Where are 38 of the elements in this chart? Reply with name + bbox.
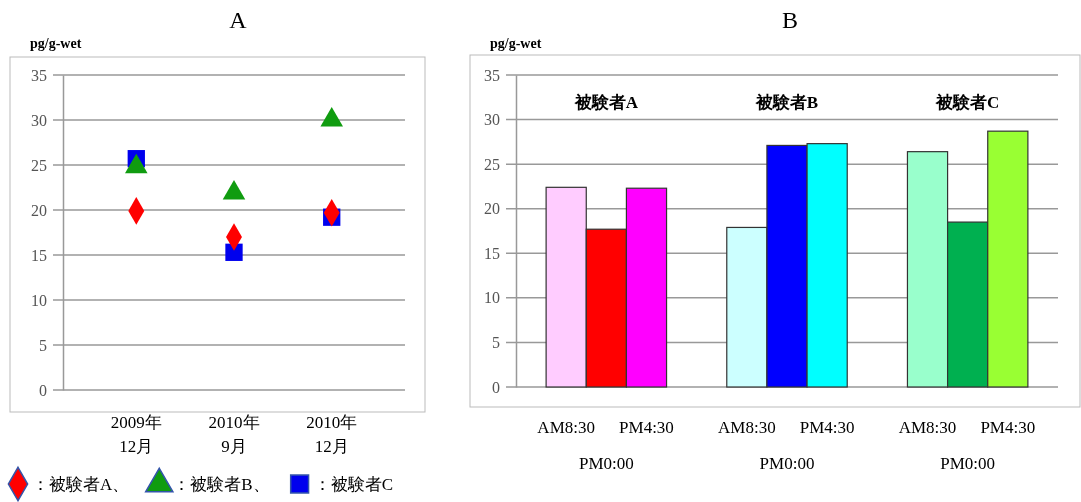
annotation: 被験者A	[573, 93, 639, 112]
y-tick-label: 15	[31, 246, 47, 264]
y-tick-label: 30	[484, 111, 500, 129]
x-tick-label: 2010年 9月	[208, 413, 260, 456]
y-tick-label: 5	[39, 336, 47, 354]
x-tick-label: PM4:30	[799, 418, 855, 437]
y-tick-label: 0	[492, 378, 500, 396]
y-axis-title: pg/g-wet	[30, 36, 82, 51]
y-tick-label: 20	[31, 201, 47, 219]
y-tick-label: 0	[39, 381, 47, 399]
annotation: 被験者B	[754, 93, 819, 112]
y-tick-label: 15	[484, 244, 500, 262]
x-tick-label: PM0:00	[578, 454, 634, 473]
x-tick-label: PM0:00	[940, 454, 996, 473]
x-tick-label: AM8:30	[718, 418, 776, 437]
y-tick-label: 30	[31, 111, 47, 129]
x-tick-label: PM0:00	[759, 454, 815, 473]
x-tick-label: PM4:30	[980, 418, 1036, 437]
y-tick-label: 35	[31, 66, 47, 84]
x-tick-label: AM8:30	[898, 418, 957, 437]
y-tick-label: 35	[484, 66, 500, 84]
y-tick-label: 25	[31, 156, 47, 174]
y-tick-label: 10	[484, 289, 500, 307]
x-tick-label: AM8:30	[537, 418, 595, 437]
legend-label: ：被験者B、	[173, 475, 270, 494]
y-tick-label: 5	[492, 334, 500, 352]
y-axis-title: pg/g-wet	[490, 36, 542, 51]
y-tick-label: 10	[31, 291, 47, 309]
annotation: 被験者C	[935, 93, 1000, 112]
y-tick-label: 20	[484, 200, 500, 218]
x-tick-label: 2009年 12月	[110, 413, 162, 456]
legend-label: ：被験者C	[313, 475, 393, 494]
chart-title: B	[781, 7, 799, 33]
x-tick-label: 2010年 12月	[306, 413, 358, 456]
x-tick-label: PM4:30	[619, 418, 674, 437]
legend-label: ：被験者A、	[32, 475, 130, 494]
y-tick-label: 25	[484, 155, 500, 173]
chart-title: A	[229, 7, 248, 33]
